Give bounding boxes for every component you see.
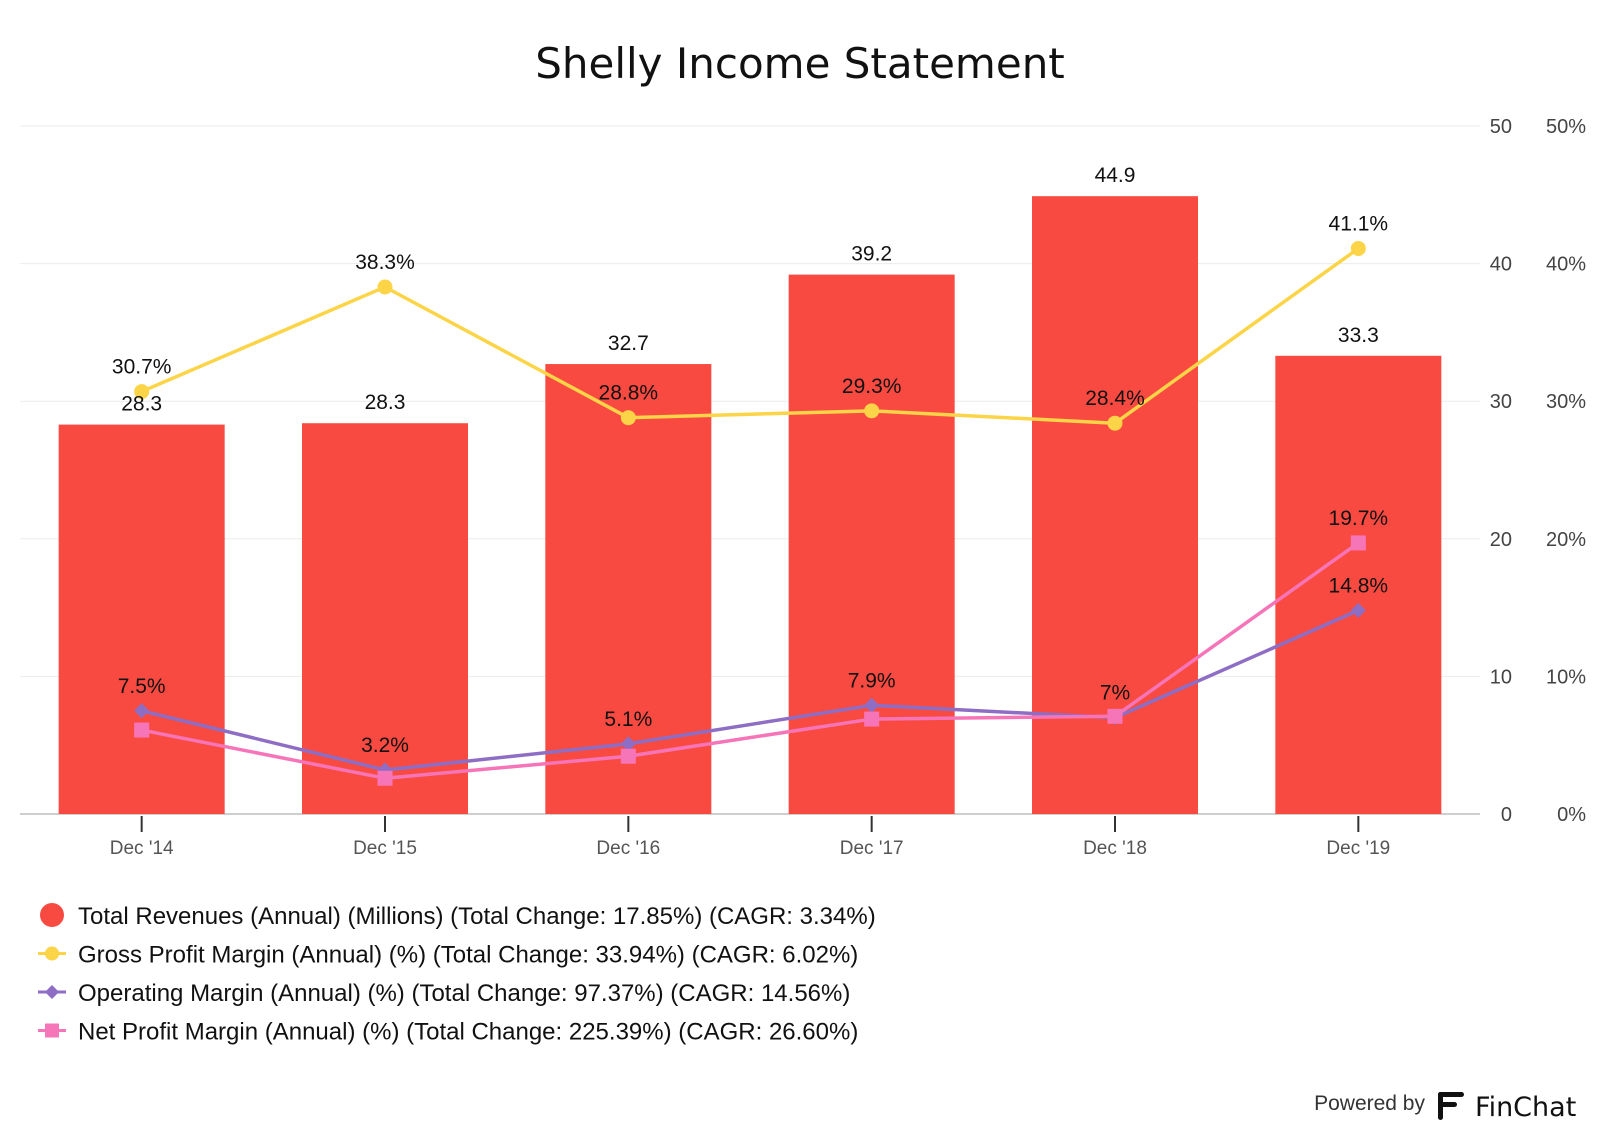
square-marker <box>45 1023 59 1038</box>
square-marker <box>864 711 880 727</box>
line-value-label: 28.8% <box>599 382 659 405</box>
bar-value-label: 44.9 <box>1095 164 1136 187</box>
y-left-tick-label: 0 <box>1501 804 1512 826</box>
diamond-marker <box>45 985 59 999</box>
finchat-logo-icon <box>1438 1092 1464 1120</box>
circle-marker <box>1107 415 1123 431</box>
line-value-label: 29.3% <box>842 375 902 398</box>
revenue-bar <box>788 274 955 814</box>
bar-value-label: 28.3 <box>365 391 406 414</box>
square-marker <box>1107 708 1123 724</box>
data-labels: 28.3 28.3 32.7 39.2 44.9 33.3 30.7% 38.3% 28.8% 2… <box>112 164 1388 757</box>
line-value-label: 7.9% <box>848 669 896 692</box>
x-tick-label: Dec '19 <box>1326 838 1390 859</box>
line-value-label: 14.8% <box>1329 574 1389 597</box>
finchat-brand: FinChat <box>1475 1092 1576 1123</box>
y-left-tick-label: 20 <box>1490 529 1512 551</box>
x-tick-label: Dec '16 <box>596 838 660 859</box>
y-left-tick-label: 10 <box>1490 666 1512 688</box>
square-marker <box>1350 535 1366 551</box>
y-right-tick-label: 20% <box>1546 529 1586 551</box>
legend-label: Net Profit Margin (Annual) (%) (Total Ch… <box>78 1019 858 1046</box>
bar-value-label: 28.3 <box>121 393 162 416</box>
series-line <box>141 608 1360 772</box>
y-right-tick-label: 50% <box>1546 116 1586 138</box>
revenue-bars <box>58 196 1442 814</box>
square-marker <box>377 770 393 786</box>
line-value-label: 28.4% <box>1085 387 1145 410</box>
powered-by-label: Powered by <box>1314 1092 1425 1115</box>
square-marker <box>134 722 150 738</box>
revenue-bar <box>302 423 468 814</box>
line-value-label: 3.2% <box>361 734 409 757</box>
series-line <box>141 541 1360 780</box>
x-tick-label: Dec '18 <box>1083 838 1147 859</box>
legend-label: Total Revenues (Annual) (Millions) (Tota… <box>78 903 876 930</box>
circle-marker <box>620 410 636 426</box>
series-line <box>140 247 1360 425</box>
line-value-label: 5.1% <box>604 708 652 731</box>
y-right-tick-label: 0% <box>1557 804 1586 826</box>
line-value-label: 19.7% <box>1329 507 1389 530</box>
revenue-bar <box>58 424 225 814</box>
y-left-tick-label: 40 <box>1490 254 1512 276</box>
circle-marker <box>377 279 393 295</box>
x-axis: Dec '14 Dec '15 Dec '16 Dec '17 Dec '18 Dec '… <box>110 816 1390 859</box>
circle-marker <box>864 403 880 419</box>
diamond-marker <box>134 703 150 719</box>
y-axes: 0 0% 10 10% 20 20% 30 30% 40 40% 50 50% <box>1490 116 1586 826</box>
circle-marker <box>1350 240 1366 256</box>
diamond-marker <box>1350 602 1366 618</box>
legend: Total Revenues (Annual) (Millions) (Tota… <box>38 903 876 1046</box>
y-right-tick-label: 10% <box>1546 666 1586 688</box>
powered-by-footer[interactable]: Powered by FinChat <box>1314 1092 1576 1123</box>
legend-revenue-icon <box>40 903 64 927</box>
diamond-marker <box>620 736 636 752</box>
margin-lines <box>134 240 1366 786</box>
line-value-label: 30.7% <box>112 356 172 379</box>
square-marker <box>620 748 636 764</box>
bar-value-label: 32.7 <box>608 332 649 355</box>
y-right-tick-label: 30% <box>1546 391 1586 413</box>
legend-label: Operating Margin (Annual) (%) (Total Cha… <box>78 980 850 1007</box>
circle-marker <box>134 384 150 400</box>
y-left-tick-label: 30 <box>1490 391 1512 413</box>
line-value-label: 7% <box>1100 682 1130 705</box>
line-value-label: 7.5% <box>118 675 166 698</box>
bar-value-label: 39.2 <box>851 243 892 266</box>
revenue-bar <box>1275 355 1442 814</box>
diamond-marker <box>864 697 880 713</box>
bar-value-label: 33.3 <box>1338 324 1379 347</box>
x-tick-label: Dec '17 <box>840 838 904 859</box>
y-left-tick-label: 50 <box>1490 116 1512 138</box>
circle-marker <box>45 946 59 961</box>
legend-label: Gross Profit Margin (Annual) (%) (Total … <box>78 942 858 969</box>
gridlines <box>20 125 1480 815</box>
chart-title: Shelly Income Statement <box>535 39 1065 88</box>
y-right-tick-label: 40% <box>1546 254 1586 276</box>
x-tick-label: Dec '14 <box>110 838 174 859</box>
line-value-label: 38.3% <box>355 251 415 274</box>
line-value-label: 41.1% <box>1329 212 1389 235</box>
x-tick-label: Dec '15 <box>353 838 417 859</box>
